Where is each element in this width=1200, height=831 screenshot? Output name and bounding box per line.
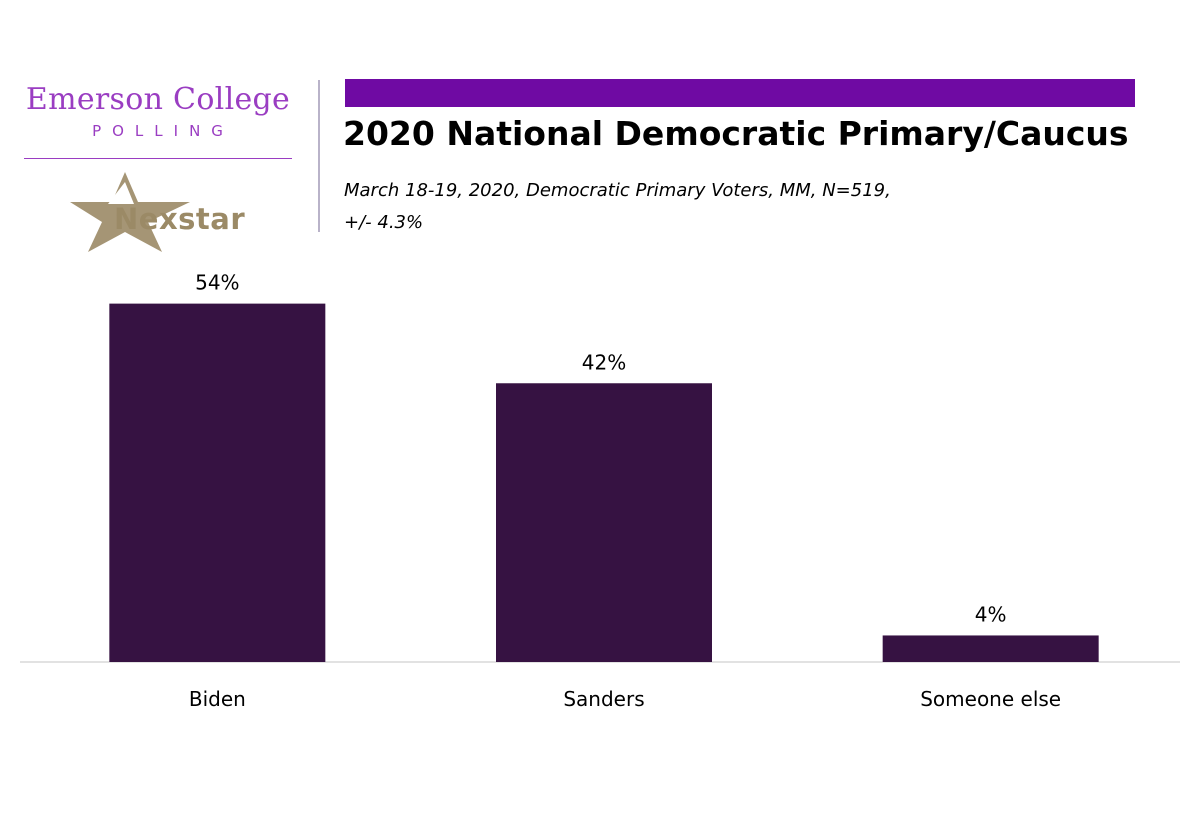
emerson-college-wordmark: Emerson College <box>25 82 291 117</box>
data-label: 4% <box>975 602 1007 626</box>
chart-title: 2020 National Democratic Primary/Caucus <box>343 114 1129 153</box>
logo-divider <box>24 158 292 159</box>
bar-someone-else <box>882 635 1099 662</box>
polling-wordmark: POLLING <box>92 122 234 140</box>
data-label: 54% <box>195 271 239 295</box>
subtitle-line-2: +/- 4.3% <box>344 212 424 233</box>
category-label: Sanders <box>563 687 644 711</box>
title-accent-bar <box>345 79 1135 107</box>
emerson-college-polling-logo: Emerson College POLLING <box>24 82 292 140</box>
subtitle-line-1: March 18-19, 2020, Democratic Primary Vo… <box>344 180 891 201</box>
bar-sanders <box>496 383 712 662</box>
nexstar-logo: Nexstar <box>70 172 260 252</box>
category-label: Someone else <box>920 687 1061 711</box>
data-label: 42% <box>582 350 626 374</box>
header-vertical-divider <box>318 80 320 232</box>
bar-biden <box>109 303 326 662</box>
chart-subtitle: March 18-19, 2020, Democratic Primary Vo… <box>344 175 1044 239</box>
nexstar-star-icon <box>70 172 190 252</box>
category-label: Biden <box>189 687 246 711</box>
nexstar-wordmark: Nexstar <box>114 202 246 236</box>
